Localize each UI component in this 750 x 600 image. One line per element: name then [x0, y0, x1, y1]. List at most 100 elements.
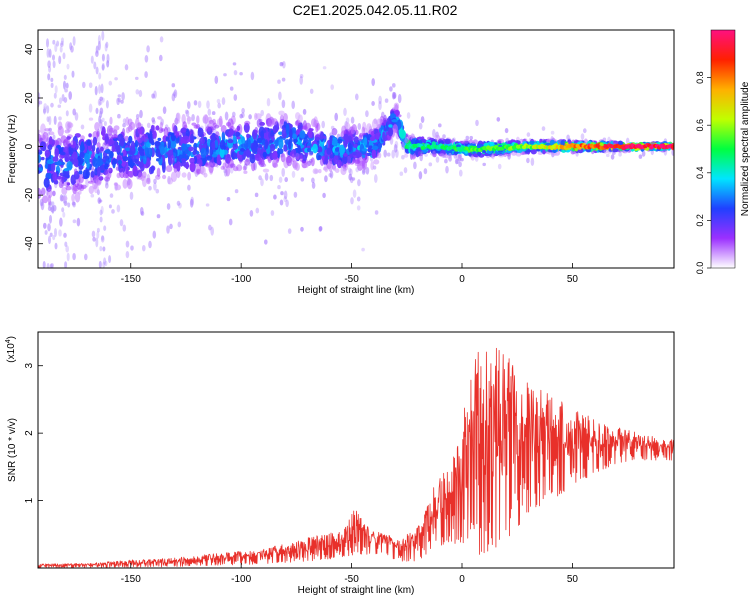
- spectrogram-cell: [64, 129, 71, 134]
- spectrogram-cell: [363, 137, 368, 146]
- spectrogram-cell: [232, 166, 239, 172]
- spectrogram-cell: [88, 117, 94, 121]
- spectrogram-cell: [107, 138, 113, 146]
- spectrogram-cell: [63, 232, 67, 238]
- spectrogram-cell: [272, 125, 278, 134]
- spectrogram-cell: [232, 135, 237, 145]
- spectrogram-cell: [432, 150, 436, 156]
- spectrogram-cell: [482, 162, 487, 167]
- spectrogram-cell: [125, 240, 130, 248]
- spectrogram-cell: [418, 171, 423, 180]
- spectrogram-cell: [496, 117, 501, 122]
- spectrogram-cell: [216, 154, 221, 165]
- spectrogram-cell: [250, 71, 255, 81]
- snr-x-tick-label: -50: [344, 574, 359, 585]
- spectrogram-cell: [42, 195, 49, 204]
- spectrogram-cell: [171, 83, 176, 88]
- spectrogram-cell: [309, 88, 314, 94]
- spectrogram-y-tick-label: -40: [24, 236, 35, 251]
- spectrogram-cell: [424, 153, 428, 157]
- spectrogram-cell: [229, 163, 236, 168]
- spectrogram-cell: [96, 231, 100, 239]
- spectrogram-cell: [256, 147, 262, 155]
- spectrogram-cell: [417, 150, 424, 157]
- spectrogram-cell: [47, 206, 52, 212]
- spectrogram-cell: [258, 175, 262, 181]
- spectrogram-cell: [72, 36, 76, 46]
- spectrogram-cell: [638, 154, 643, 159]
- spectrogram-cell: [165, 136, 170, 142]
- spectrogram-cell: [92, 236, 96, 242]
- spectrogram-cell: [47, 223, 51, 232]
- spectrogram-cell: [46, 188, 53, 199]
- spectrogram-cell: [169, 223, 173, 230]
- spectrogram-cell: [130, 140, 135, 152]
- spectrogram-cell: [498, 154, 505, 158]
- spectrogram-cell: [526, 132, 531, 137]
- spectrogram-cell: [53, 115, 57, 126]
- spectrogram-cell: [297, 139, 302, 147]
- spectrogram-cell: [254, 192, 259, 198]
- spectrogram-cell: [65, 82, 69, 89]
- spectrogram-cell: [173, 130, 180, 137]
- spectrogram-cell: [448, 152, 452, 159]
- spectrogram-cell: [291, 153, 295, 163]
- spectrogram-cell: [116, 204, 121, 213]
- spectrogram-cell: [111, 144, 116, 153]
- spectrogram-cell: [98, 146, 104, 154]
- spectrogram-cell: [98, 176, 104, 181]
- spectrogram-cell: [345, 117, 350, 124]
- spectrogram-cell: [357, 123, 362, 130]
- spectrogram-cell: [178, 202, 182, 209]
- spectrogram-cell: [274, 139, 279, 147]
- spectrogram-cell: [58, 116, 62, 121]
- spectrogram-cell: [229, 166, 234, 174]
- spectrogram-cell: [211, 111, 216, 116]
- spectrogram-cell: [162, 174, 167, 180]
- spectrogram-cell: [185, 161, 189, 170]
- spectrogram-cell: [144, 71, 148, 79]
- spectrogram-cell: [80, 135, 85, 141]
- spectrogram-cell: [61, 93, 65, 102]
- spectrogram-cell: [188, 146, 194, 152]
- spectrogram-x-tick-label: -150: [121, 274, 141, 285]
- spectrogram-cell: [284, 177, 289, 183]
- spectrogram-cell: [205, 126, 212, 132]
- spectrogram-y-tick-label: 40: [24, 43, 35, 55]
- spectrogram-cell: [568, 140, 572, 145]
- snr-x-ticks: -150 -100 -50 0 50: [121, 563, 578, 585]
- spectrogram-cell: [255, 207, 260, 214]
- spectrogram-cell: [124, 147, 131, 152]
- spectrogram-cell: [93, 61, 97, 70]
- spectrogram-cell: [292, 159, 298, 170]
- spectrogram-cell: [58, 55, 62, 65]
- spectrogram-cell: [389, 86, 393, 92]
- spectrogram-cell: [241, 136, 246, 145]
- spectrogram-cell: [205, 203, 210, 207]
- spectrogram-cell: [66, 138, 70, 148]
- spectrogram-cell: [612, 151, 616, 155]
- spectrogram-cell: [254, 126, 259, 134]
- spectrogram-cell: [606, 153, 610, 158]
- spectrogram-cell: [66, 161, 73, 171]
- spectrogram-cell: [46, 38, 49, 48]
- spectrogram-cell: [46, 263, 50, 268]
- spectrogram-cell: [78, 190, 82, 195]
- spectrogram-cell: [374, 174, 378, 183]
- spectrogram-cell: [51, 201, 55, 207]
- spectrogram-cell: [348, 173, 353, 181]
- spectrogram-cell: [98, 84, 102, 94]
- spectrogram-cell: [233, 152, 238, 159]
- spectrogram-cell: [610, 154, 615, 160]
- spectrogram-cell: [47, 163, 52, 172]
- spectrogram-cell: [335, 147, 339, 152]
- spectrogram-cell: [199, 170, 203, 175]
- spectrogram-cell: [72, 201, 76, 208]
- spectrogram-cell: [61, 207, 65, 213]
- spectrogram-cell: [300, 177, 305, 182]
- spectrogram-cell: [403, 153, 409, 158]
- spectrogram-cell: [104, 149, 111, 154]
- spectrogram-cell: [180, 127, 187, 133]
- spectrogram-cell: [342, 154, 348, 165]
- spectrogram-cell: [208, 224, 212, 231]
